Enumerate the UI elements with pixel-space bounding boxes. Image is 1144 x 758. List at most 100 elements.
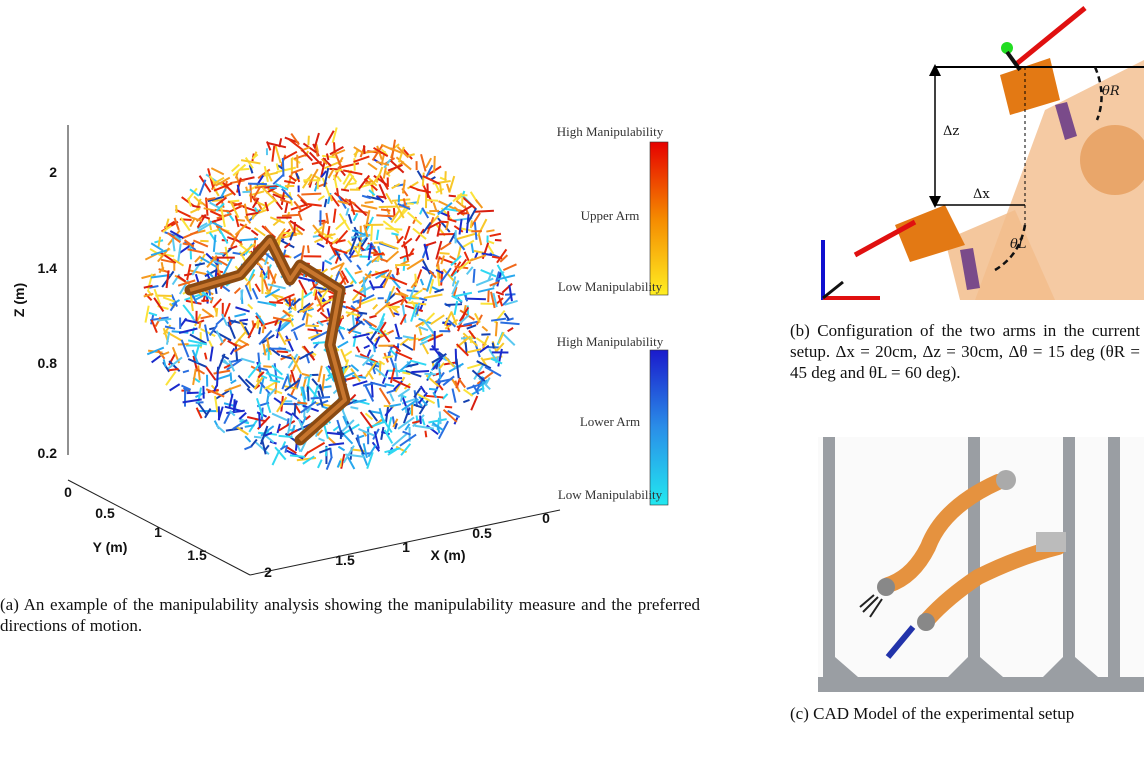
vector <box>246 416 267 423</box>
vector <box>385 192 394 205</box>
vector <box>437 420 450 440</box>
vector <box>368 280 375 291</box>
vector <box>424 430 428 438</box>
vector <box>276 166 297 174</box>
vector <box>236 177 242 193</box>
vector <box>245 211 259 216</box>
vector <box>367 243 373 261</box>
y-tick-label: 1 <box>154 524 162 540</box>
vector <box>187 197 192 207</box>
vector <box>349 393 357 401</box>
vector <box>419 208 424 215</box>
vector <box>321 158 328 166</box>
vector <box>235 306 250 313</box>
vector <box>284 379 301 392</box>
vector <box>394 323 401 340</box>
vector <box>372 303 379 310</box>
vector <box>281 188 294 201</box>
vector <box>354 270 363 275</box>
vector <box>281 213 300 217</box>
vector <box>489 281 499 287</box>
vector <box>424 372 436 376</box>
vector <box>352 398 367 404</box>
vector <box>356 264 362 271</box>
vector <box>164 325 176 330</box>
vector <box>490 357 503 365</box>
vector <box>375 271 388 280</box>
vector <box>455 343 469 357</box>
vector <box>418 398 430 415</box>
vector <box>197 365 201 381</box>
vector <box>329 146 344 156</box>
vector <box>492 292 498 308</box>
vector <box>283 242 291 249</box>
vector <box>302 455 315 465</box>
vector <box>203 207 217 212</box>
vector <box>399 313 407 325</box>
vector <box>318 447 331 454</box>
caption-text: An example of the manipulability analysi… <box>0 595 700 635</box>
vector <box>453 225 464 233</box>
vector <box>436 223 442 237</box>
caption-text: Configuration of the two arms in the cur… <box>790 321 1141 382</box>
vector <box>307 441 326 454</box>
vector <box>474 312 481 324</box>
vector <box>454 380 459 389</box>
lower-colorbar <box>649 349 669 506</box>
vector <box>371 441 381 452</box>
vector <box>386 416 393 434</box>
colorbar-label: High Manipulability <box>556 124 664 139</box>
vector <box>199 256 217 268</box>
vector <box>347 320 363 332</box>
vector <box>284 338 292 342</box>
vector <box>420 334 432 342</box>
vector <box>336 188 340 196</box>
vector <box>426 199 439 202</box>
vector <box>172 258 185 267</box>
vector <box>148 311 158 317</box>
vector <box>168 367 179 372</box>
vector <box>423 293 443 299</box>
vector <box>273 363 278 383</box>
vector <box>165 371 177 386</box>
vector <box>443 312 453 326</box>
vector <box>482 335 490 349</box>
vector <box>150 314 155 325</box>
vector <box>495 291 505 296</box>
vector <box>448 194 456 198</box>
vector <box>382 167 387 179</box>
vector <box>310 396 331 400</box>
vector <box>337 445 346 452</box>
vector <box>200 253 206 262</box>
vector <box>451 279 460 295</box>
vector <box>255 397 264 418</box>
vector <box>399 337 410 346</box>
vector <box>385 305 398 310</box>
vector <box>310 330 328 342</box>
vector <box>444 405 453 409</box>
vector <box>331 127 338 144</box>
vector <box>337 200 349 205</box>
vector <box>261 171 278 178</box>
vector <box>251 197 260 209</box>
dx-label: Δx <box>973 187 990 202</box>
vector <box>265 372 284 381</box>
vector <box>194 255 202 263</box>
vector <box>198 179 207 197</box>
vector <box>486 229 495 233</box>
vector <box>386 388 397 394</box>
vector <box>276 423 281 434</box>
vector <box>323 167 330 188</box>
vector <box>204 197 216 201</box>
vector <box>426 274 434 292</box>
vector <box>209 210 224 218</box>
vector <box>344 267 358 285</box>
vector <box>434 182 440 191</box>
vector <box>224 246 230 262</box>
vector <box>314 430 319 438</box>
vector <box>364 412 374 421</box>
vector <box>379 312 386 324</box>
vector <box>465 266 474 275</box>
vector <box>362 145 366 155</box>
vector <box>399 291 409 298</box>
